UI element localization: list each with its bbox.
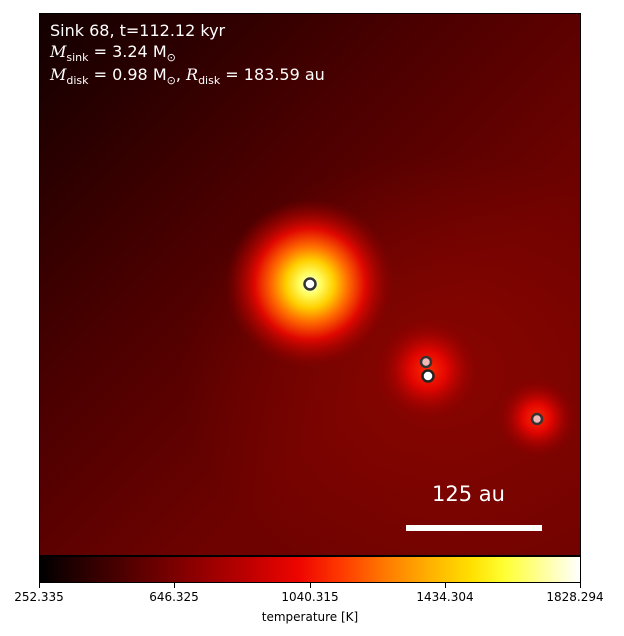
scalebar-line xyxy=(406,525,542,531)
central-sink-marker xyxy=(303,277,317,291)
disk-mass-symbol: M xyxy=(50,65,67,84)
colorbar-tick-label: 646.325 xyxy=(149,590,199,604)
colorbar-tick xyxy=(445,583,446,588)
scalebar-label: 125 au xyxy=(432,482,505,506)
colorbar-tick-label: 252.335 xyxy=(14,590,64,604)
disk-radius-subscript: disk xyxy=(198,74,221,88)
colorbar-tick-label: 1040.315 xyxy=(281,590,339,604)
colorbar-tick xyxy=(580,583,581,588)
temperature-map-image xyxy=(40,14,580,555)
disk-mass-value: = 0.98 M xyxy=(88,65,167,84)
colorbar-tick xyxy=(174,583,175,588)
disk-radius-value: = 183.59 au xyxy=(220,65,325,84)
sink-mass-symbol: M xyxy=(50,42,67,61)
sink-info-line: Sink 68, t=112.12 kyr xyxy=(50,21,226,40)
disk-radius-symbol: R xyxy=(186,65,199,84)
disk-mass-unit: ⊙ xyxy=(166,74,176,88)
disk-mass-subscript: disk xyxy=(66,74,89,88)
sink-mass-line: Msink = 3.24 M⊙ xyxy=(50,42,176,64)
sink-mass-subscript: sink xyxy=(66,51,89,65)
colorbar-tick xyxy=(39,583,40,588)
colorbar-tick-label: 1434.304 xyxy=(416,590,474,604)
companion-sink-upper-marker xyxy=(419,355,433,369)
companion-sink-lower-marker xyxy=(421,369,435,383)
temperature-map: Sink 68, t=112.12 kyr Msink = 3.24 M⊙ Md… xyxy=(39,13,581,556)
colorbar xyxy=(39,556,581,583)
sink-mass-unit: ⊙ xyxy=(166,51,176,65)
separator: , xyxy=(175,65,187,84)
colorbar-tick xyxy=(310,583,311,588)
colorbar-tick-label: 1828.294 xyxy=(546,590,604,604)
disk-line: Mdisk = 0.98 M⊙, Rdisk = 183.59 au xyxy=(50,65,325,87)
colorbar-title: temperature [K] xyxy=(261,610,359,624)
companion-sink-right-marker xyxy=(530,412,544,426)
sink-mass-value: = 3.24 M xyxy=(88,42,167,61)
